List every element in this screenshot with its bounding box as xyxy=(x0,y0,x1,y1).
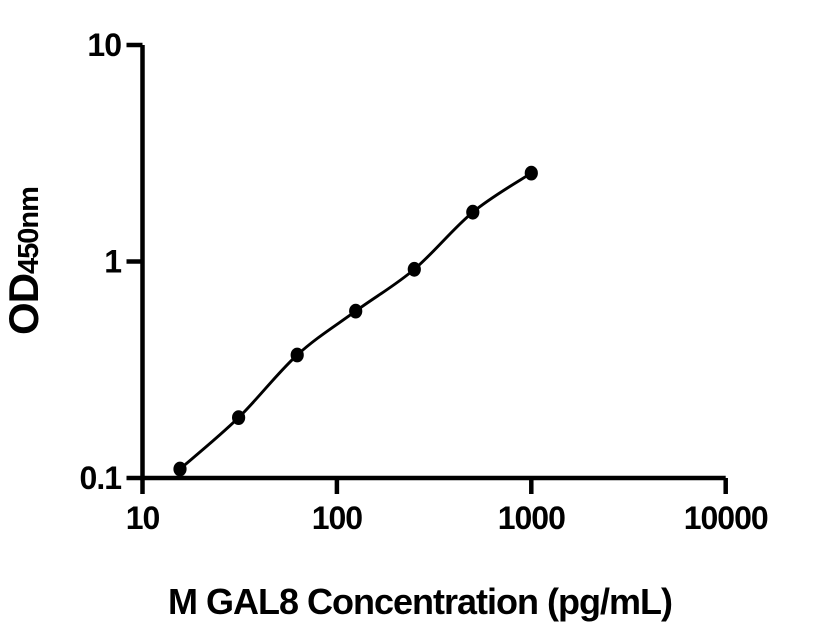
x-axis-title: M GAL8 Concentration (pg/mL) xyxy=(168,581,673,622)
data-point xyxy=(466,204,480,220)
y-axis-tick-label: 10 xyxy=(87,27,121,63)
data-point xyxy=(290,347,304,363)
y-axis-tick-label: 0.1 xyxy=(80,460,122,496)
y-axis-title-main: OD xyxy=(0,273,47,335)
axis-spines xyxy=(140,45,726,481)
x-axis-tick-label: 1000 xyxy=(498,500,565,536)
data-point xyxy=(349,303,363,319)
y-axis-title: OD450nm xyxy=(0,181,47,341)
x-axis-tick-label: 10000 xyxy=(684,500,768,536)
x-axis-tick-label: 10 xyxy=(126,500,160,536)
x-axis-tick-label: 100 xyxy=(312,500,363,536)
data-point xyxy=(524,165,538,181)
fit-curve xyxy=(179,171,533,471)
y-axis-tick-label: 1 xyxy=(104,244,121,280)
data-point xyxy=(407,261,421,277)
data-point xyxy=(173,461,187,477)
data-point xyxy=(232,410,246,425)
y-axis-title-subscript: 450nm xyxy=(13,187,45,274)
